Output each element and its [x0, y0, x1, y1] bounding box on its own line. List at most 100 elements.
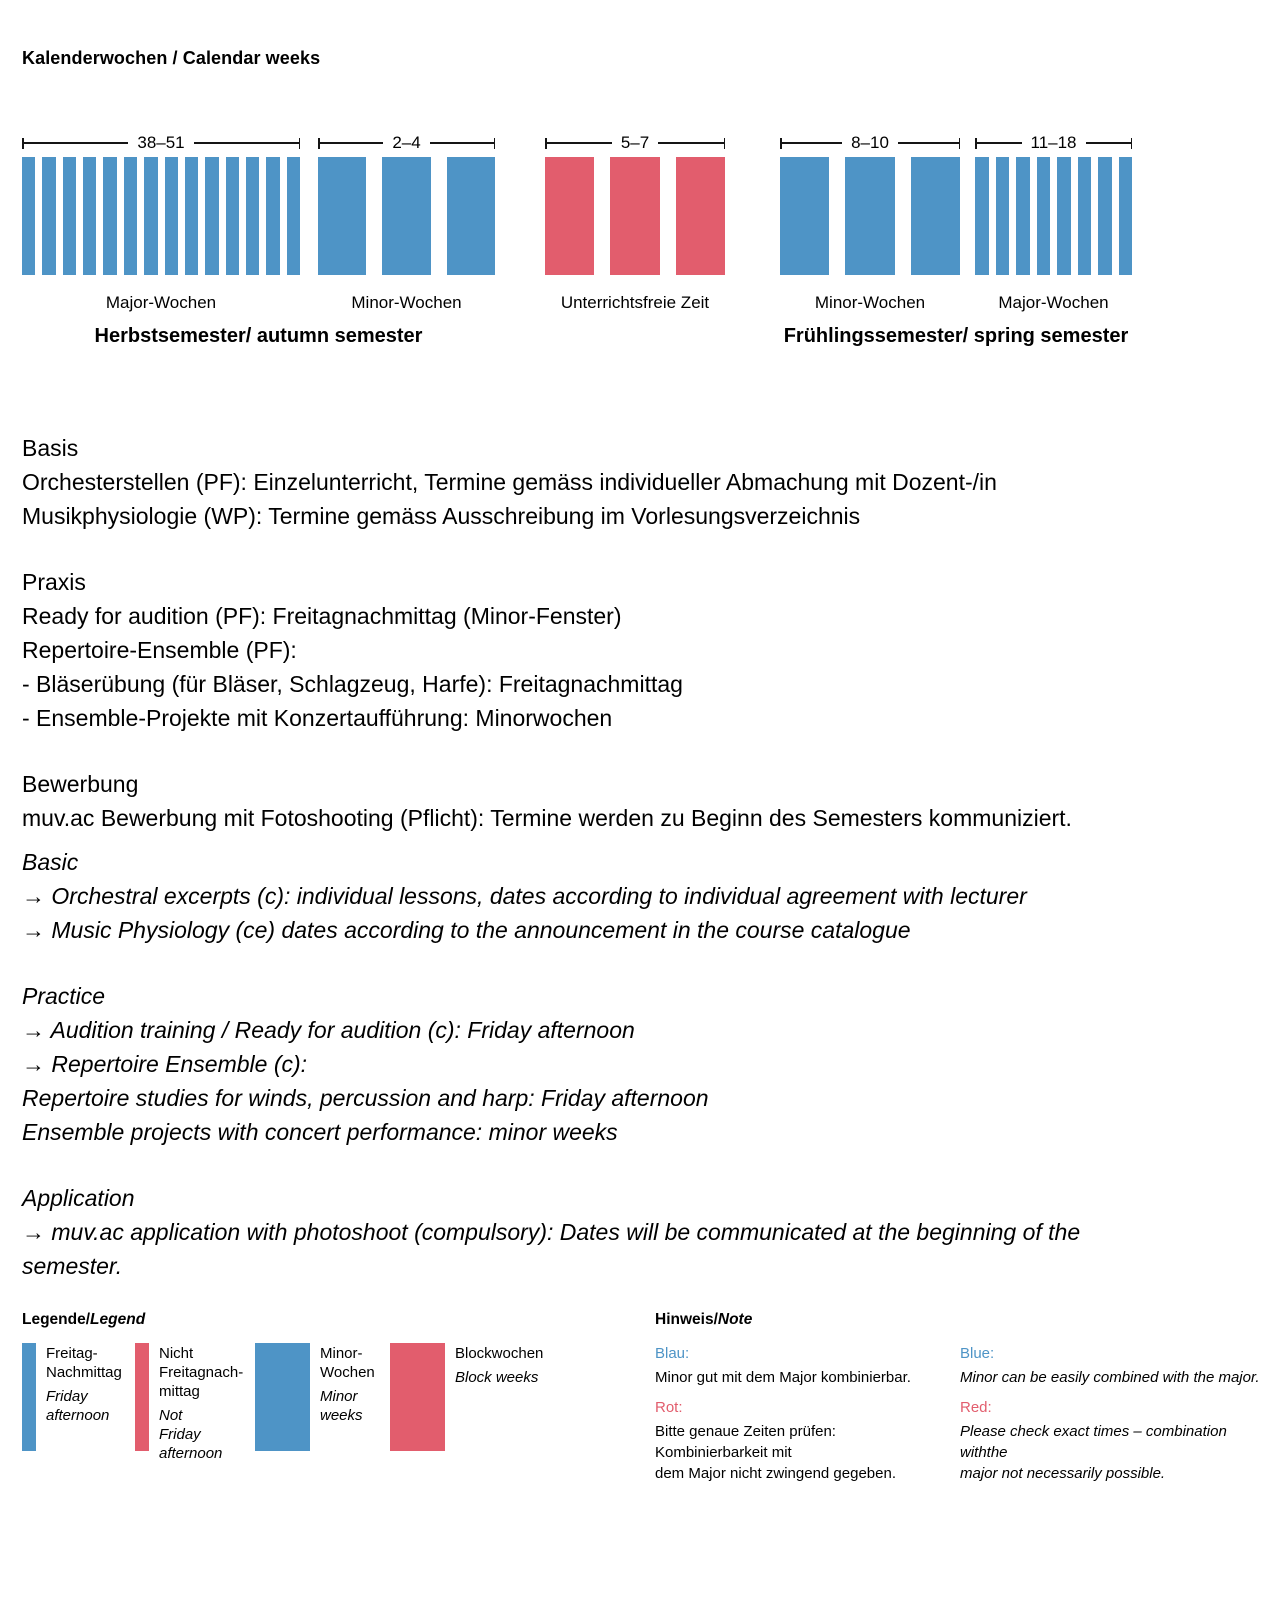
text-line: muv.ac Bewerbung mit Fotoshooting (Pflic…: [22, 805, 1072, 831]
note-columns: Blau: Minor gut mit dem Major kombinierba…: [655, 1343, 1260, 1493]
bracket-line: [897, 138, 961, 147]
semester-labels: Herbstsemester/ autumn semester Frühling…: [22, 325, 1258, 351]
text-line: - Ensemble-Projekte mit Konzertaufführun…: [22, 705, 613, 731]
body-text: Basis Orchesterstellen (PF): Einzelunterr…: [22, 431, 1258, 1283]
week-bar: [610, 157, 660, 275]
week-bar: [1098, 157, 1112, 275]
week-bar: [144, 157, 158, 275]
week-bar: [545, 157, 595, 275]
text-line: Repertoire-Ensemble (PF):: [22, 637, 297, 663]
legend-text-line: afternoon: [46, 1407, 110, 1424]
legend-label-en: Friday afternoon: [46, 1387, 122, 1425]
range-bracket: 5–7: [545, 134, 725, 151]
legend-item-text: Nicht Freitagnach-mittag Not Friday afternoo…: [159, 1343, 243, 1463]
text-section: Application → muv.ac application with pho…: [22, 1181, 1258, 1283]
legend-text-line: weeks: [320, 1407, 363, 1424]
legend-label-de: Blockwochen: [455, 1344, 543, 1363]
text-section: Practice → Audition training / Ready for …: [22, 979, 1258, 1149]
note-text-line: Please check exact times – combination w…: [960, 1423, 1227, 1461]
week-bar: [1036, 157, 1050, 275]
group-label: Minor-Wochen: [814, 293, 926, 312]
text-line: → Audition training / Ready for audition…: [22, 1017, 635, 1043]
bracket-line: [429, 138, 496, 147]
bracket-line: [975, 138, 1022, 147]
text-line: → Orchestral excerpts (c): individual le…: [22, 883, 1027, 909]
legend-text-line: Nicht: [159, 1345, 194, 1362]
note: Hinweis/Note Blau: Minor gut mit dem Majo…: [655, 1311, 1260, 1493]
legend-title-en: Legend: [90, 1311, 146, 1328]
week-bar: [245, 157, 260, 275]
legend-text-line: Nachmittag: [46, 1364, 122, 1381]
text-line: - Bläserübung (für Bläser, Schlagzeug, H…: [22, 671, 683, 697]
page-title: Kalenderwochen / Calendar weeks: [22, 48, 321, 68]
week-bar: [995, 157, 1009, 275]
week-bar: [1077, 157, 1091, 275]
text-line: Basis: [22, 435, 79, 461]
calendar-week-chart: 38–51 Major-Wochen 2–4 Minor-Wochen 5–7 Unter…: [22, 133, 1258, 351]
legend-item: Nicht Freitagnach-mittag Not Friday afternoo…: [135, 1343, 255, 1463]
week-bar: [225, 157, 239, 275]
legend-text-line: Friday: [159, 1426, 201, 1443]
text-line: Basic: [22, 849, 79, 875]
legend-label-en: Block weeks: [455, 1368, 543, 1387]
note-color-label: Blau:: [655, 1345, 690, 1362]
note-color-label: Red:: [960, 1399, 992, 1416]
text-line: Bewerbung: [22, 771, 139, 797]
legend-text-line: afternoon: [159, 1445, 223, 1462]
week-group: 2–4 Minor-Wochen: [318, 134, 496, 313]
note-color-label: Rot:: [655, 1399, 683, 1416]
note-text-line: dem Major nicht zwingend gegeben.: [655, 1465, 896, 1482]
week-bar: [83, 157, 97, 275]
week-group: 38–51 Major-Wochen: [22, 133, 301, 313]
note-column-en: Blue: Minor can be easily combined with t…: [960, 1343, 1260, 1493]
legend-text-line: Blockwochen: [455, 1345, 544, 1362]
week-bars: [780, 157, 960, 275]
text-line: Repertoire studies for winds, percussion…: [22, 1085, 709, 1111]
range-label: 8–10: [851, 133, 889, 152]
note-title-de: Hinweis/: [655, 1311, 718, 1328]
week-bar: [164, 157, 178, 275]
range-label: 38–51: [137, 133, 185, 152]
legend-item-text: Minor- Wochen Minor weeks: [320, 1343, 375, 1425]
week-bar: [103, 157, 117, 275]
week-bar: [205, 157, 219, 275]
legend-text-line: Minor: [320, 1388, 358, 1405]
group-label: Major-Wochen: [105, 293, 217, 312]
week-groups: 38–51 Major-Wochen 2–4 Minor-Wochen 5–7 Unter…: [22, 133, 1258, 313]
week-group: 11–18 Major-Wochen: [975, 134, 1133, 313]
week-bar: [1118, 157, 1132, 275]
legend-label-de: Nicht Freitagnach-mittag: [159, 1344, 243, 1401]
note-text-line: Bitte genaue Zeiten prüfen: Kombinierbar…: [655, 1423, 836, 1461]
week-bars: [22, 157, 301, 275]
week-bar: [845, 157, 895, 275]
semester-label-spring: Frühlingssemester/ spring semester: [783, 325, 1129, 347]
text-section: Bewerbung muv.ac Bewerbung mit Fotoshooti…: [22, 767, 1258, 835]
legend-swatch-blue: [22, 1343, 36, 1451]
range-bracket: 2–4: [318, 134, 496, 151]
legend-item-text: Freitag- Nachmittag Friday afternoon: [46, 1343, 122, 1425]
legend-label-de: Freitag- Nachmittag: [46, 1344, 122, 1382]
text-section: Praxis Ready for audition (PF): Freitagna…: [22, 565, 1258, 735]
bracket-line: [545, 138, 612, 147]
legend-label-en: Minor weeks: [320, 1387, 375, 1425]
note-text-line: major not necessarily possible.: [960, 1465, 1166, 1482]
legend-text-line: mittag: [159, 1383, 200, 1400]
bracket-line: [22, 138, 129, 147]
legend-title: Legende/Legend: [22, 1311, 642, 1329]
week-bar: [22, 157, 36, 275]
bracket-line: [658, 138, 725, 147]
legend-swatch-red: [135, 1343, 149, 1451]
legend-item-text: Blockwochen Block weeks: [455, 1343, 543, 1387]
text-line: Musikphysiologie (WP): Termine gemäss Au…: [22, 503, 861, 529]
week-bar: [446, 157, 495, 275]
range-bracket: 38–51: [22, 133, 301, 152]
week-bar: [910, 157, 960, 275]
week-bar: [266, 157, 280, 275]
note-entry: Rot: Bitte genaue Zeiten prüfen: Kombinie…: [655, 1397, 941, 1484]
legend-title-de: Legende/: [22, 1311, 91, 1328]
legend-label-de: Minor- Wochen: [320, 1344, 375, 1382]
text-section: Basis Orchesterstellen (PF): Einzelunterr…: [22, 431, 1258, 533]
legend-text-line: Friday: [46, 1388, 88, 1405]
week-bars: [545, 157, 725, 275]
note-text-line: Minor can be easily combined with the ma…: [960, 1369, 1260, 1386]
